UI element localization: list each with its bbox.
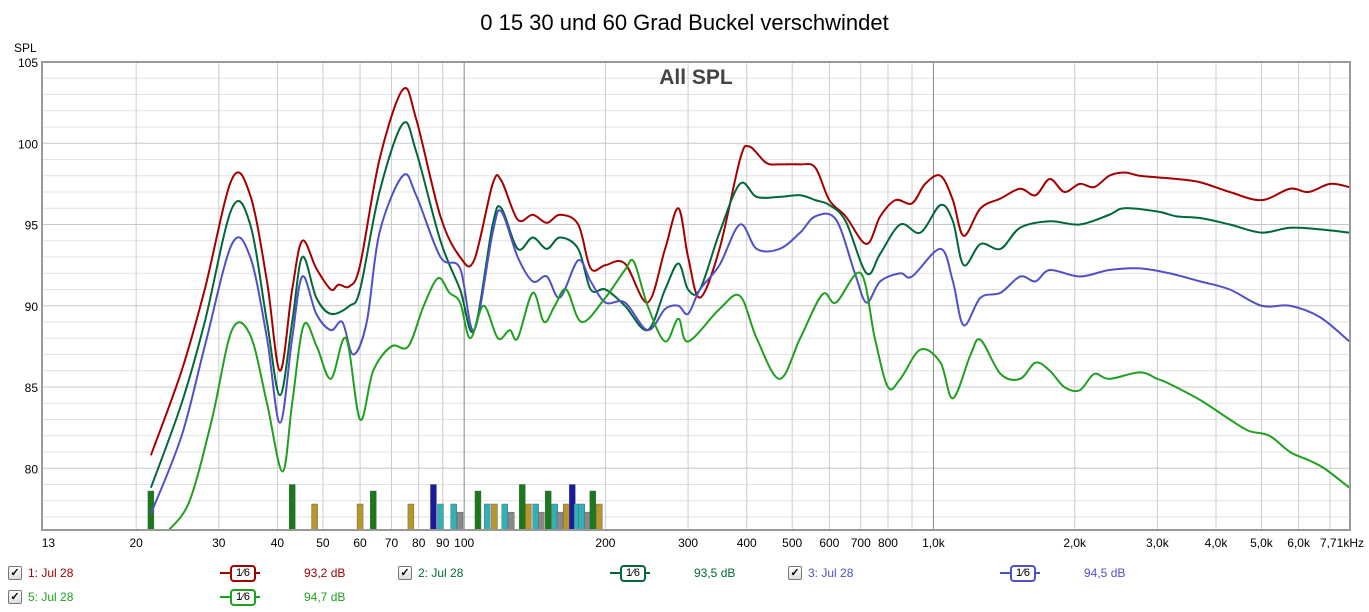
y-tick-label: 85 (25, 381, 39, 395)
y-tick-label: 100 (18, 137, 38, 151)
smoothing-label: 1⁄6 (230, 589, 256, 606)
y-tick-label: 80 (25, 462, 39, 476)
plot-border (41, 61, 1351, 531)
peak-marker-bar (484, 503, 491, 531)
inner-title: All SPL (659, 66, 733, 89)
x-tick-label: 6,0k (1287, 536, 1311, 550)
x-tick-label: 50 (316, 536, 330, 550)
peak-marker-bar (450, 503, 457, 531)
x-tick-label: 600 (819, 536, 839, 550)
peak-marker-bar (563, 503, 570, 531)
peak-marker-bar (437, 503, 444, 531)
y-tick-label: 90 (25, 300, 39, 314)
y-axis-label: SPL (14, 41, 37, 55)
peak-marker-bar (578, 503, 585, 531)
series-line-2 (149, 121, 1350, 489)
smoothing-label: 1⁄6 (1010, 565, 1036, 582)
chart-title: 0 15 30 und 60 Grad Buckel verschwindet (480, 10, 889, 35)
peak-marker-bar (430, 484, 437, 531)
series-line-4 (168, 258, 1351, 531)
peak-marker-bar (519, 484, 526, 531)
series-lines (149, 87, 1351, 531)
x-tick-label: 200 (595, 536, 615, 550)
series-label[interactable]: 3: Jul 28 (808, 566, 854, 580)
x-tick-label: 500 (782, 536, 802, 550)
series-visible-checkbox[interactable]: ✓ (8, 566, 22, 580)
y-tick-label: 105 (18, 56, 38, 70)
peak-marker-bar (589, 490, 597, 531)
peak-marker-bar (584, 511, 591, 531)
peak-marker-bar (491, 503, 498, 531)
smoothing-button[interactable]: 1⁄6 (220, 589, 260, 606)
peak-marker-bar (474, 490, 482, 531)
series-label[interactable]: 2: Jul 28 (418, 566, 464, 580)
smoothing-button[interactable]: 1⁄6 (1000, 565, 1040, 582)
peak-marker-bar (544, 490, 552, 531)
peak-marker-bar (288, 484, 296, 531)
peak-marker-bar (407, 503, 415, 531)
x-tick-label: 90 (436, 536, 450, 550)
grid (42, 61, 1350, 530)
smoothing-label: 1⁄6 (230, 565, 256, 582)
series-visible-checkbox[interactable]: ✓ (398, 566, 412, 580)
peak-marker-bar (501, 503, 508, 531)
smoothing-button[interactable]: 1⁄6 (220, 565, 260, 582)
peak-marker-bar (456, 511, 464, 531)
x-tick-label: 13 (42, 536, 56, 550)
series-visible-checkbox[interactable]: ✓ (8, 590, 22, 604)
smoothing-button[interactable]: 1⁄6 (610, 565, 650, 582)
x-tick-label: 3,0k (1146, 536, 1170, 550)
series-level: 93,5 dB (694, 566, 736, 580)
x-tick-label: 400 (737, 536, 757, 550)
x-tick-label: 700 (851, 536, 871, 550)
peak-marker-bar (370, 490, 377, 531)
axis-ticks: 105 100 95 90 85 80 13 20 30 40 50 60 70 80 90 100 200 30… (18, 56, 1364, 550)
peak-marker-bar (596, 503, 603, 531)
x-tick-label: 100 (454, 536, 474, 550)
x-tick-label: 1,0k (922, 536, 946, 550)
peak-marker-bar (532, 503, 539, 531)
x-tick-label: 30 (212, 536, 226, 550)
smoothing-label: 1⁄6 (620, 565, 646, 582)
y-tick-label: 95 (25, 219, 39, 233)
x-tick-label: 40 (271, 536, 285, 550)
peak-marker-bar (556, 511, 564, 531)
x-tick-label: 20 (129, 536, 143, 550)
x-tick-label: 7,71kHz (1320, 536, 1364, 550)
peak-marker-bar (356, 503, 364, 531)
x-tick-label: 300 (678, 536, 698, 550)
x-tick-label: 2,0k (1063, 536, 1087, 550)
peak-marker-bar (508, 511, 515, 531)
x-tick-label: 4,0k (1205, 536, 1229, 550)
series-level: 94,5 dB (1084, 566, 1126, 580)
x-tick-label: 5,0k (1250, 536, 1274, 550)
peak-marker-bar (525, 503, 532, 531)
x-tick-label: 60 (353, 536, 367, 550)
x-tick-label: 800 (878, 536, 898, 550)
series-level: 94,7 dB (304, 590, 346, 604)
series-visible-checkbox[interactable]: ✓ (788, 566, 802, 580)
series-label[interactable]: 5: Jul 28 (28, 590, 74, 604)
series-level: 93,2 dB (304, 566, 346, 580)
x-tick-label: 80 (412, 536, 426, 550)
series-label[interactable]: 1: Jul 28 (28, 566, 74, 580)
x-tick-label: 70 (385, 536, 399, 550)
peak-marker-bar (538, 511, 545, 531)
peak-marker-bar (311, 503, 318, 531)
series-line-3 (149, 173, 1351, 515)
peak-markers (147, 484, 603, 531)
